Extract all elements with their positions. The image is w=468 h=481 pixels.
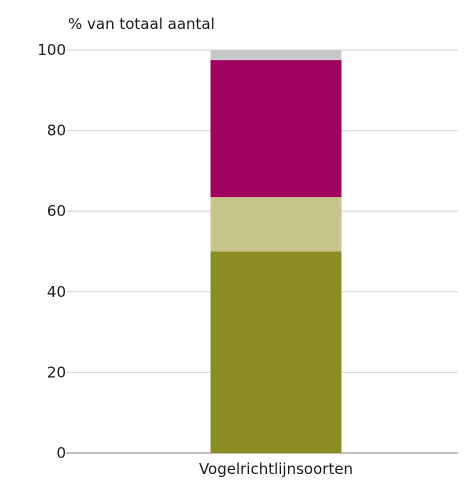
bar-segment-2 [210,197,342,252]
y-tick-label: 80 [47,122,66,140]
y-tick-label: 100 [37,41,66,59]
y-axis-ticks: 0 20 40 60 80 100 [37,41,66,462]
bar-segment-4 [210,50,342,61]
bar-segment-3 [210,60,342,198]
y-tick-label: 20 [47,363,66,381]
x-axis-categories: Vogelrichtlijnsoorten [199,460,353,478]
y-tick-label: 0 [56,444,66,462]
bar-segment-1 [210,251,342,453]
stacked-bar [210,50,342,453]
y-tick-label: 60 [47,202,66,220]
y-tick-label: 40 [47,283,66,301]
x-category-label: Vogelrichtlijnsoorten [199,460,353,478]
y-axis-title: % van totaal aantal [68,15,215,33]
